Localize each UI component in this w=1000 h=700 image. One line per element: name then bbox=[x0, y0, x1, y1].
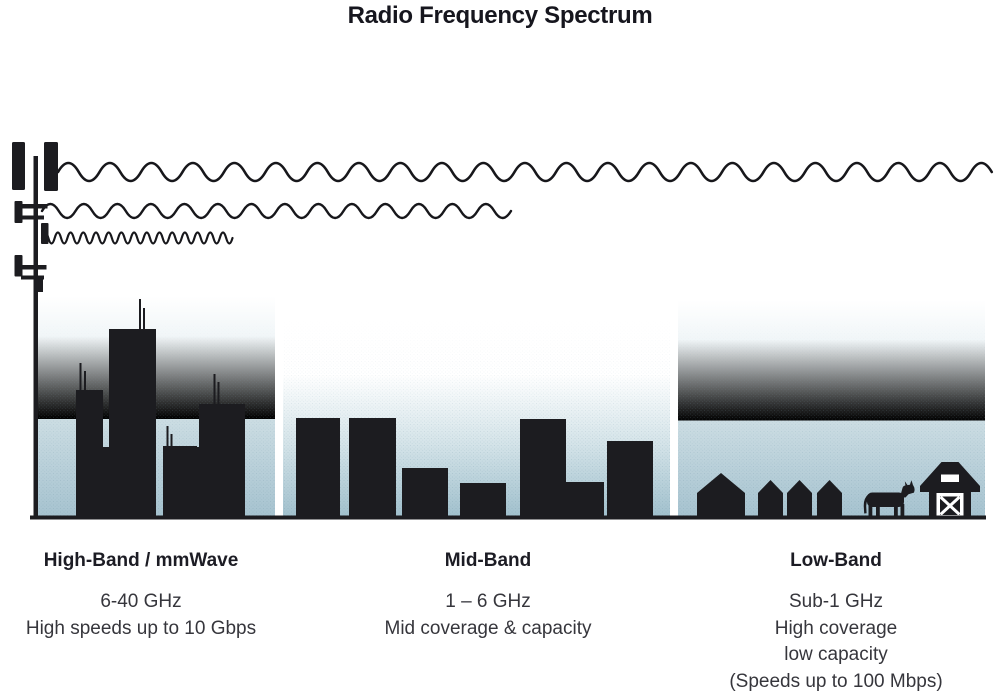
cow-icon bbox=[863, 480, 915, 517]
short-wavelength-wave-icon bbox=[40, 231, 234, 245]
page-title: Radio Frequency Spectrum bbox=[347, 2, 653, 29]
medium-wavelength-wave-icon bbox=[40, 202, 513, 220]
house-icon bbox=[758, 480, 783, 518]
band-detail: low capacity bbox=[784, 644, 888, 665]
band-label-low: Low-Band Sub-1 GHz High coverage low cap… bbox=[686, 550, 986, 695]
band-label-mid: Mid-Band 1 – 6 GHz Mid coverage & capaci… bbox=[338, 550, 638, 642]
midrise-buildings bbox=[296, 418, 653, 518]
long-wavelength-wave-icon bbox=[56, 161, 994, 183]
band-detail: (Speeds up to 100 Mbps) bbox=[729, 670, 943, 692]
ground-line bbox=[30, 515, 986, 520]
barn-icon bbox=[920, 462, 980, 518]
band-detail: 6-40 GHz bbox=[100, 591, 182, 612]
cell-tower-icon bbox=[12, 142, 58, 519]
band-label-high: High-Band / mmWave 6-40 GHz High speeds … bbox=[0, 550, 282, 642]
house-icon bbox=[787, 480, 812, 518]
house-icon bbox=[697, 473, 745, 518]
band-detail: Mid coverage & capacity bbox=[384, 617, 592, 639]
rooftop-antennas bbox=[79, 299, 220, 447]
band-name-mid: Mid-Band bbox=[444, 550, 532, 571]
band-detail: High speeds up to 10 Gbps bbox=[25, 617, 257, 639]
band-detail: High coverage bbox=[774, 617, 898, 639]
city-skyline bbox=[76, 299, 245, 518]
band-name-high: High-Band / mmWave bbox=[43, 550, 239, 571]
band-detail: 1 – 6 GHz bbox=[445, 591, 531, 612]
house-icon bbox=[817, 480, 842, 518]
band-detail: Sub-1 GHz bbox=[789, 591, 883, 612]
spectrum-illustration bbox=[12, 142, 994, 520]
band-name-low: Low-Band bbox=[790, 550, 882, 571]
radio-waves bbox=[40, 161, 994, 245]
rural-scene bbox=[697, 462, 980, 518]
